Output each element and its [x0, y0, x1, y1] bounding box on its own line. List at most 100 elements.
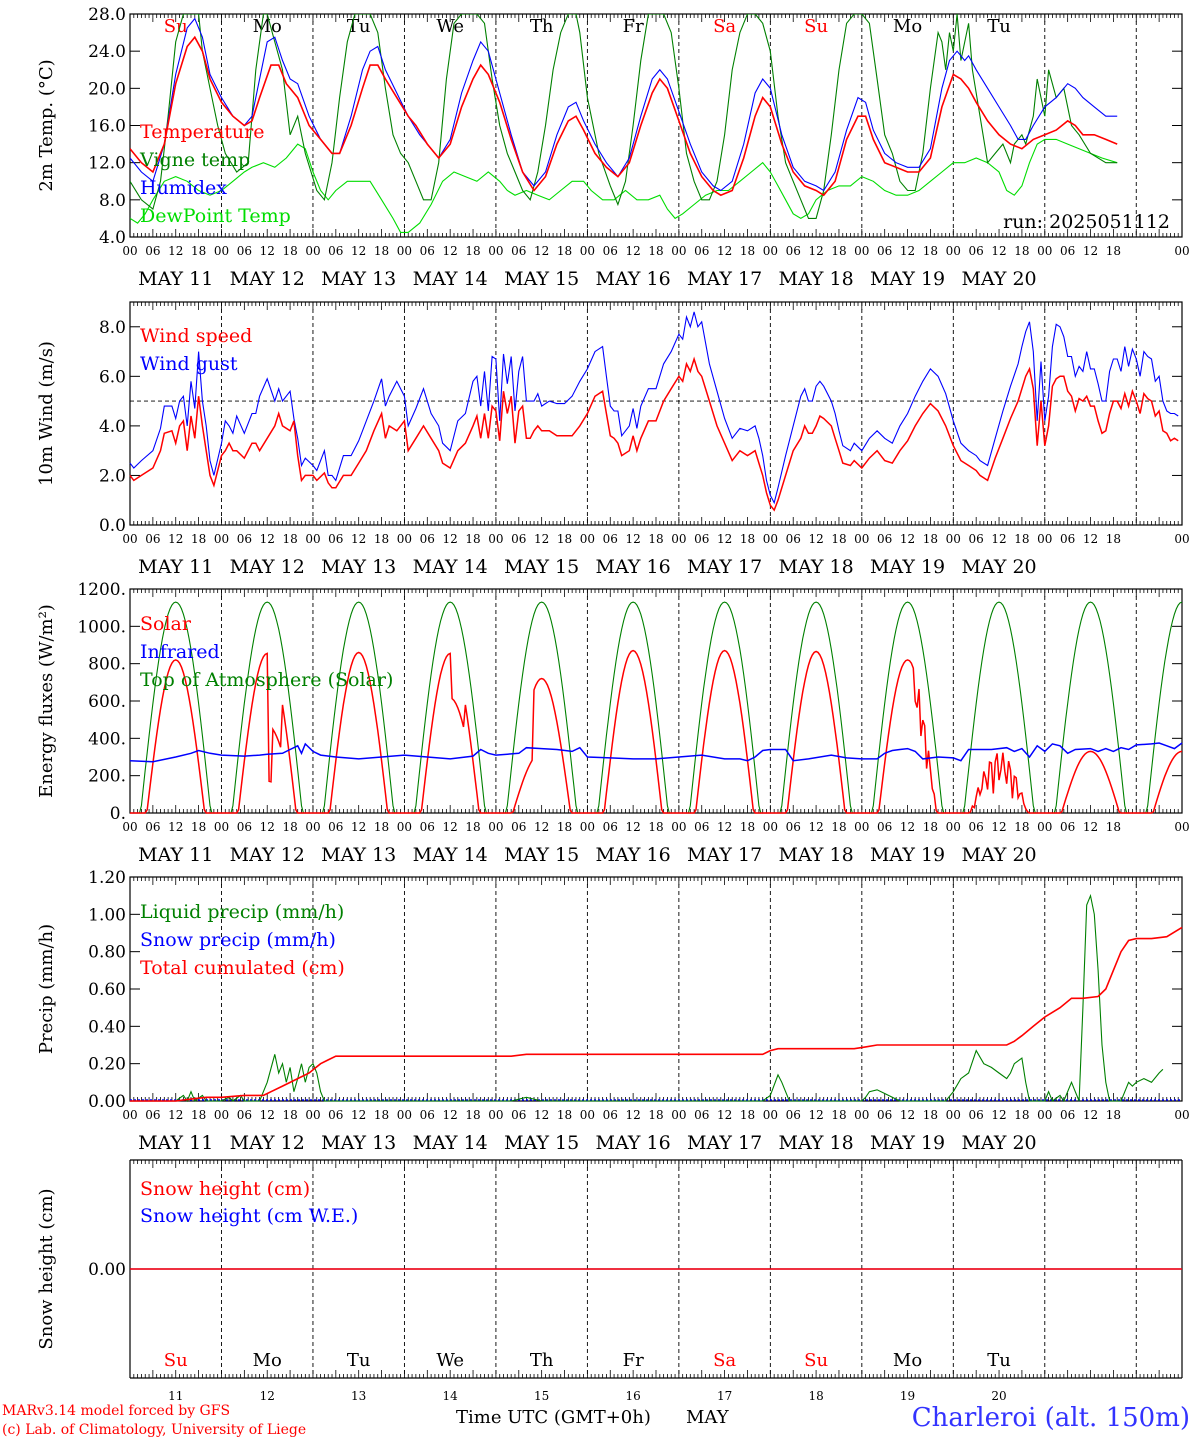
x-hour-label: 06	[877, 244, 892, 258]
x-hour-label: 06	[328, 244, 343, 258]
x-hour-label: 06	[694, 820, 709, 834]
x-hour-label: 00	[305, 244, 320, 258]
y-tick-label: 28.0	[88, 5, 126, 25]
x-hour-label: 06	[969, 1108, 984, 1122]
x-hour-label: 06	[145, 244, 160, 258]
x-date-label: MAY 18	[779, 1132, 854, 1154]
y-tick-label: 6.0	[99, 367, 126, 387]
y-tick-label: 16.0	[88, 117, 126, 137]
y-tick-label: 0.00	[88, 1092, 126, 1112]
x-hour-label: 18	[1106, 1108, 1121, 1122]
x-hour-label: 12	[808, 244, 823, 258]
panel-precip: 0.00 0.20 0.40 0.60 0.80 1.00 1.20 Precip (mm/h…	[36, 868, 1190, 1154]
x-hour-label: 06	[237, 244, 252, 258]
x-hour-label-end: 00	[1174, 532, 1189, 546]
x-hour-label: 12	[1083, 532, 1098, 546]
x-hour-label-end: 00	[1174, 1108, 1189, 1122]
x-hour-label: 00	[122, 820, 137, 834]
x-hour-label: 12	[1083, 820, 1098, 834]
x-hour-label: 00	[1037, 532, 1052, 546]
x-hour-label: 12	[717, 1108, 732, 1122]
x-hour-label: 18	[1106, 532, 1121, 546]
x-date-label: MAY 14	[413, 844, 488, 866]
series-line-solar	[130, 649, 1183, 814]
x-hour-label: 12	[900, 820, 915, 834]
x-hour-label: 06	[694, 532, 709, 546]
x-hour-label: 06	[877, 820, 892, 834]
location-label: Charleroi (alt. 150m)	[912, 1403, 1190, 1433]
x-hour-label: 06	[1060, 532, 1075, 546]
x-hour-label: 06	[786, 532, 801, 546]
y-tick-label: 12.0	[88, 154, 126, 174]
x-hour-label: 06	[1060, 244, 1075, 258]
weekday-label: Th	[530, 16, 554, 37]
legend-entry: Liquid precip (mm/h)	[140, 901, 344, 923]
x-date-label: MAY 19	[870, 556, 945, 578]
x-hour-label: 00	[305, 532, 320, 546]
x-date-label: MAY 12	[230, 1132, 305, 1154]
x-hour-label: 12	[351, 1108, 366, 1122]
x-hour-label: 18	[1106, 820, 1121, 834]
y-tick-label: 4.0	[99, 417, 126, 437]
y-tick-label: 0.20	[88, 1055, 126, 1075]
x-hour-label: 06	[145, 532, 160, 546]
x-hour-label: 00	[854, 1108, 869, 1122]
x-hour-label: 00	[580, 820, 595, 834]
run-annotation: run: 2025051112	[1003, 211, 1170, 233]
weekday-label: Tu	[987, 16, 1011, 37]
x-hour-label: 00	[214, 244, 229, 258]
x-date-label: MAY 17	[687, 268, 762, 290]
x-hour-label: 18	[557, 1108, 572, 1122]
y-tick-label: 200.	[88, 767, 126, 787]
weekday-label: Tu	[347, 16, 371, 37]
x-hour-label: 06	[145, 1108, 160, 1122]
x-hour-label: 18	[191, 820, 206, 834]
legend-entry: Top of Atmosphere (Solar)	[140, 669, 393, 691]
x-date-label: MAY 13	[321, 556, 396, 578]
y-axis-label: Snow height (cm)	[36, 1188, 57, 1349]
x-hour-label: 18	[557, 244, 572, 258]
x-hour-label: 18	[648, 1108, 663, 1122]
legend-entry: Wind speed	[140, 325, 252, 347]
legend-entry: Total cumulated (cm)	[140, 957, 345, 979]
y-tick-label: 1000.	[77, 617, 126, 637]
x-hour-label: 12	[900, 1108, 915, 1122]
x-hour-label: 12	[991, 1108, 1006, 1122]
x-hour-label: 00	[1037, 244, 1052, 258]
x-hour-label: 12	[534, 820, 549, 834]
legend-entry: Snow height (cm)	[140, 1178, 310, 1200]
x-date-label: MAY 20	[961, 844, 1036, 866]
panel-wind: 0.0 2.0 4.0 6.0 8.0 10m Wind (m/s) 00 06 12 18 00 0…	[36, 301, 1190, 578]
x-date-label: MAY 11	[138, 556, 213, 578]
x-hour-label: 18	[374, 532, 389, 546]
x-hour-label: 18	[465, 244, 480, 258]
x-hour-label: 18	[191, 1108, 206, 1122]
x-hour-label: 06	[786, 244, 801, 258]
x-hour-label: 18	[923, 820, 938, 834]
x-hour-label: 00	[671, 1108, 686, 1122]
x-hour-label: 06	[603, 532, 618, 546]
weekday-label: Fr	[623, 16, 644, 37]
legend-entry: Vigne temp	[139, 149, 250, 171]
weekday-label: Tu	[987, 1350, 1011, 1371]
x-date-label: MAY 16	[596, 556, 671, 578]
x-hour-label: 06	[511, 820, 526, 834]
x-hour-label: 00	[214, 820, 229, 834]
weekday-label: Su	[804, 16, 828, 37]
x-hour-label: 12	[534, 532, 549, 546]
x-hour-label: 00	[854, 820, 869, 834]
series-line-vigne-temp	[130, 14, 1118, 219]
y-tick-label: 0.00	[88, 1260, 126, 1280]
x-hour-label: 00	[763, 1108, 778, 1122]
x-hour-label: 18	[282, 532, 297, 546]
x-date-label: MAY 20	[961, 556, 1036, 578]
x-hour-label: 12	[260, 244, 275, 258]
x-hour-label: 00	[1037, 820, 1052, 834]
x-hour-label: 06	[603, 820, 618, 834]
x-hour-label: 18	[557, 532, 572, 546]
x-hour-label: 12	[443, 532, 458, 546]
x-hour-label: 06	[420, 532, 435, 546]
y-axis-label: 10m Wind (m/s)	[36, 341, 57, 486]
x-hour-label: 18	[740, 532, 755, 546]
x-hour-label: 12	[1083, 1108, 1098, 1122]
